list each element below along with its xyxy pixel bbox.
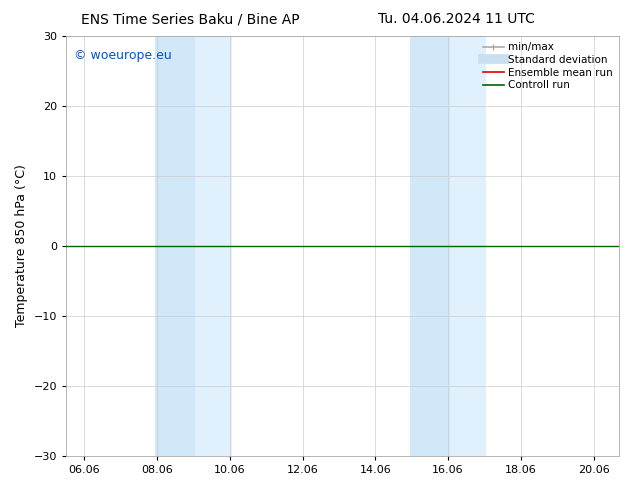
Bar xyxy=(195,36,231,456)
Bar xyxy=(155,36,195,456)
Text: © woeurope.eu: © woeurope.eu xyxy=(74,49,172,62)
Bar xyxy=(410,36,450,456)
Text: Tu. 04.06.2024 11 UTC: Tu. 04.06.2024 11 UTC xyxy=(378,12,535,26)
Bar xyxy=(450,36,486,456)
Legend: min/max, Standard deviation, Ensemble mean run, Controll run: min/max, Standard deviation, Ensemble me… xyxy=(480,39,616,93)
Text: ENS Time Series Baku / Bine AP: ENS Time Series Baku / Bine AP xyxy=(81,12,299,26)
Y-axis label: Temperature 850 hPa (°C): Temperature 850 hPa (°C) xyxy=(15,165,28,327)
